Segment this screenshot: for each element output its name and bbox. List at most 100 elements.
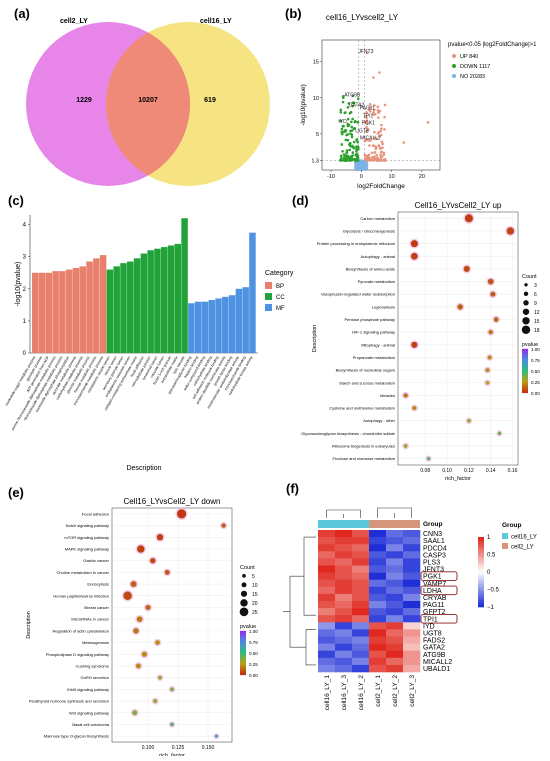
heatmap-scale-segment [478,558,484,561]
venn-overlap [105,32,191,176]
dotplot-colorbar-segment [522,382,528,386]
volcano-point-up [382,153,386,157]
volcano-point-no [364,165,368,169]
heatmap-scale-tick-label: 1 [487,535,491,541]
dotplot-colorbar-segment [522,364,528,368]
bar-legend-swatch [265,304,272,311]
bar-y-tick-label: 4 [23,223,27,229]
volcano-point-down [346,154,350,158]
volcano-point-down [347,102,351,105]
dotplot-size-legend-label: 6 [534,292,537,298]
volcano-point-up [368,102,372,106]
dotplot-colorbar-tick-label: 0.25 [531,380,540,385]
heatmap-cell [369,558,387,566]
dotplot-term-label: Human papillomavirus infection [53,593,109,598]
heatmap-column-label: cell16_LY_1 [324,675,331,711]
bar [79,266,87,353]
venn-value-overlap: 10207 [138,97,158,104]
dotplot-term-label: Pentose phosphate pathway [345,317,395,322]
volcano-point-up [383,103,387,107]
volcano-point-up [374,157,377,161]
dotplot-term-label: Focal adhesion [82,511,109,516]
volcano-point-up [368,158,371,162]
heatmap-cell [369,565,387,573]
heatmap-cell [352,643,370,651]
heatmap-cell [318,579,336,588]
volcano-point-up [371,144,375,147]
heatmap-cell [335,586,353,595]
volcano-point-down [340,143,344,146]
dotplot-term-label: mTOR signaling pathway [64,535,109,540]
dotplot-colorbar-segment [522,370,528,374]
dotplot-colorbar-segment [522,378,528,382]
heatmap-row-label: CASP3 [423,552,446,559]
heatmap-cell [369,664,387,673]
venn-value-right: 619 [204,97,216,104]
dotplot-term-label: Legionellosis [372,304,395,309]
bar [222,296,229,353]
volcano-point-up [426,121,430,124]
volcano-point-down [351,154,354,157]
heatmap-scale-segment [478,562,484,566]
venn-set-label-left: cell2_LY [60,18,88,25]
heatmap-group-cell [318,520,335,528]
volcano-point-up [365,111,368,114]
heatmap-cell [318,608,336,616]
heatmap-legend-swatch [502,533,508,539]
dotplot-x-axis-label: rich_factor [445,476,471,482]
volcano-legend-label: DOWN 1117 [460,64,490,70]
bar [242,287,249,353]
dotplot-colorbar-tick-label: 0.50 [249,651,258,656]
heatmap-cell [318,636,336,644]
heatmap-cell [335,657,353,666]
bar [120,263,127,353]
bar [201,301,209,353]
bar [86,261,93,353]
heatmap-cell [352,551,370,559]
heatmap-cell [386,664,404,673]
dotplot-point [170,687,174,692]
heatmap-cell [403,650,421,659]
volcano-point-up [377,144,380,147]
volcano-y-tick-label: 10 [313,96,319,102]
dotplot-point [487,355,492,360]
dotplot-term-label: Protein processing in endoplasmic reticu… [317,241,396,246]
volcano-point-up [373,108,376,112]
dotplot-colorbar-segment [240,650,246,654]
volcano-x-tick-label: -10 [327,174,335,180]
dotplot-title: Cell16_LYvsCell2_LY up [415,201,502,210]
dotplot-colorbar-segment [522,358,528,362]
volcano-point-down [344,138,348,142]
heatmap-cell [386,657,404,666]
volcano-x-tick-label: 0 [360,174,363,180]
volcano-point-down [352,101,356,105]
dotplot-colorbar-segment [522,368,528,372]
dotplot-size-legend-marker [523,291,529,296]
heatmap-scale-segment [478,560,484,563]
heatmap-scale-tick-label: −0.5 [487,588,500,594]
volcano-point-up [365,122,369,125]
dotplot-size-legend-marker [522,317,530,325]
volcano-point-down [351,151,355,154]
heatmap-scale-segment [478,590,484,594]
volcano-point-down [341,100,345,104]
volcano-point-down [342,153,346,156]
dotplot-term-label: Autophagy - other [363,418,395,423]
dotplot-colorbar-segment [240,640,246,644]
volcano-legend-label: UP 840 [460,54,478,60]
gene-label: JFNT3 [358,49,373,55]
volcano-point-down [352,146,356,149]
heatmap-cell [335,629,353,637]
heatmap-row-label: SAAL1 [423,538,445,545]
panel-d-kegg-up: (d) Cell16_LYvsCell2_LY up 0.08 0.10 0.12 0.… [292,193,540,482]
heatmap-row-label: CNN3 [423,531,442,538]
dotplot-point [135,663,141,669]
heatmap-cell [318,586,336,595]
dotplot-colorbar-segment [522,354,528,358]
volcano-legend-title: pvalue<0.05 |log2FoldChange|>1 [448,42,537,48]
heatmap-row-dendrogram [289,575,306,648]
heatmap-cell [386,636,404,644]
dotplot-term-label: Autophagy - animal [361,254,396,259]
heatmap-legend-swatch [502,543,508,549]
volcano-point-down [341,125,345,128]
